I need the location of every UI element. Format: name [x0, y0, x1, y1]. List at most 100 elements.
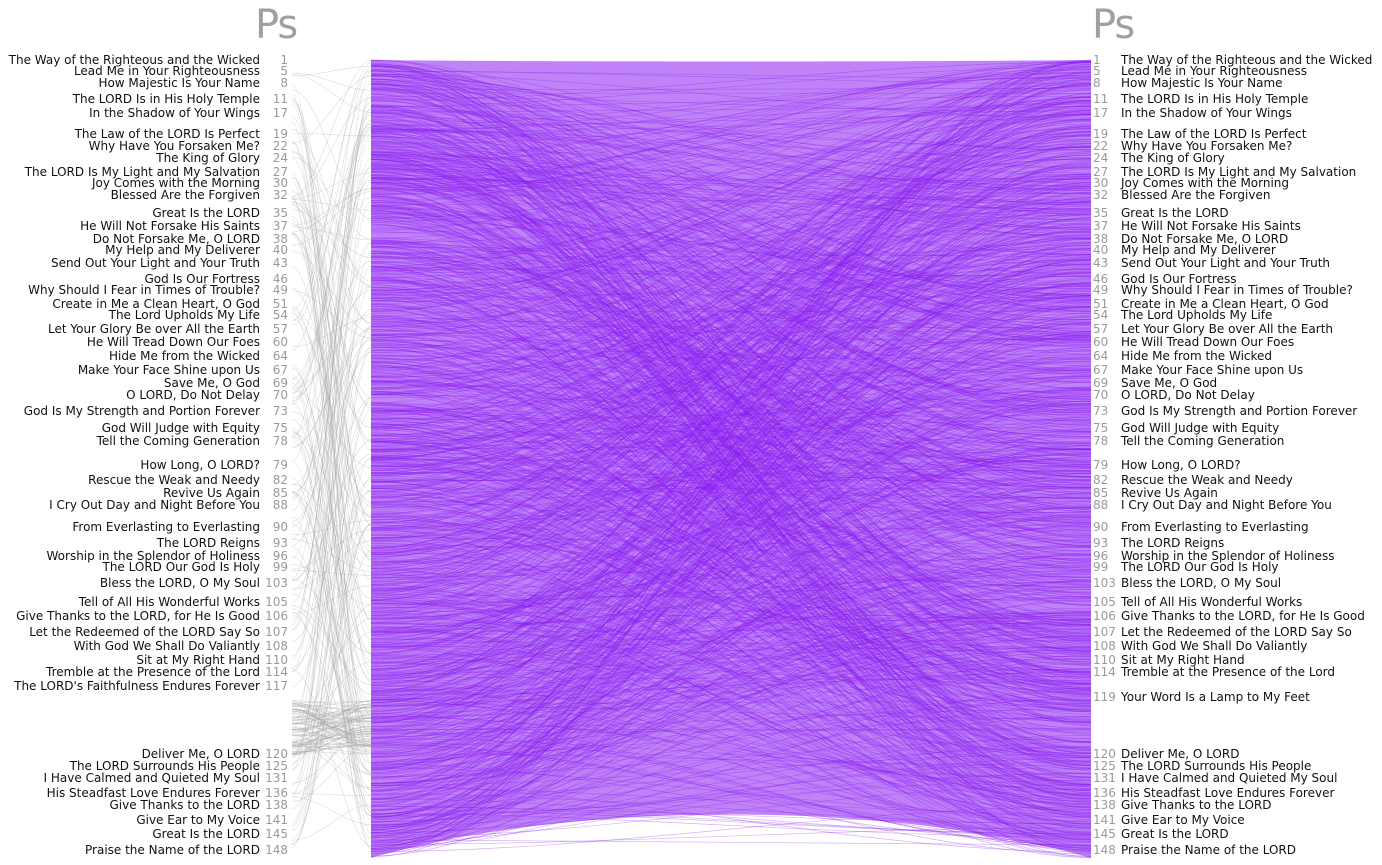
cross-reference-link	[370, 105, 1092, 272]
right-section-row[interactable]: 106 Give Thanks to the LORD, for He Is Go…	[1093, 609, 1382, 623]
right-section-row[interactable]: 8 How Majestic Is Your Name	[1093, 76, 1382, 90]
right-section-row[interactable]: 73 God Is My Strength and Portion Forever	[1093, 404, 1382, 418]
right-section-row[interactable]: 11 The LORD Is in His Holy Temple	[1093, 92, 1382, 106]
left-section-row[interactable]: I Cry Out Day and Night Before You 88	[0, 498, 290, 512]
right-section-row[interactable]: 108 With God We Shall Do Valiantly	[1093, 639, 1382, 653]
right-section-row[interactable]: 67 Make Your Face Shine upon Us	[1093, 363, 1382, 377]
right-section-row[interactable]: 82 Rescue the Weak and Needy	[1093, 473, 1382, 487]
left-section-row[interactable]: I Have Calmed and Quieted My Soul 131	[0, 771, 290, 785]
left-strip-link	[291, 539, 372, 572]
left-strip-link	[291, 733, 372, 747]
left-section-row[interactable]: The LORD Reigns 93	[0, 536, 290, 550]
left-strip-link	[291, 233, 372, 443]
cross-reference-link	[370, 182, 1092, 678]
right-section-row[interactable]: 40 My Help and My Deliverer	[1093, 243, 1382, 257]
right-section-row[interactable]: 35 Great Is the LORD	[1093, 206, 1382, 220]
left-section-row[interactable]: Make Your Face Shine upon Us 67	[0, 363, 290, 377]
right-section-row[interactable]: 88 I Cry Out Day and Night Before You	[1093, 498, 1382, 512]
right-section-row[interactable]: 49 Why Should I Fear in Times of Trouble?	[1093, 283, 1382, 297]
right-section-row[interactable]: 90 From Everlasting to Everlasting	[1093, 520, 1382, 534]
right-section-row[interactable]: 145 Great Is the LORD	[1093, 827, 1382, 841]
right-section-row[interactable]: 141 Give Ear to My Voice	[1093, 813, 1382, 827]
left-section-row[interactable]: Send Out Your Light and Your Truth 43	[0, 256, 290, 270]
left-section-row[interactable]: Give Thanks to the LORD 138	[0, 798, 290, 812]
left-section-row[interactable]: Tell of All His Wonderful Works 105	[0, 595, 290, 609]
right-section-row[interactable]: 131 I Have Calmed and Quieted My Soul	[1093, 771, 1382, 785]
cross-reference-link	[370, 79, 1092, 335]
left-section-row[interactable]: Let the Redeemed of the LORD Say So 107	[0, 625, 290, 639]
right-section-row[interactable]: 17 In the Shadow of Your Wings	[1093, 106, 1382, 120]
left-section-row[interactable]: The LORD's Faithfulness Endures Forever 1…	[0, 679, 290, 693]
cross-reference-link	[370, 380, 1092, 468]
left-section-row[interactable]: My Help and My Deliverer 40	[0, 243, 290, 257]
right-section-row[interactable]: 60 He Will Tread Down Our Foes	[1093, 335, 1382, 349]
right-section-row[interactable]: 138 Give Thanks to the LORD	[1093, 798, 1382, 812]
cross-reference-link	[370, 658, 1092, 707]
chapter-number: 24	[1093, 151, 1109, 165]
cross-reference-link	[370, 361, 1092, 797]
right-section-row[interactable]: 107 Let the Redeemed of the LORD Say So	[1093, 625, 1382, 639]
right-section-row[interactable]: 78 Tell the Coming Generation	[1093, 434, 1382, 448]
cross-reference-link	[370, 137, 1092, 645]
right-section-row[interactable]: 54 The Lord Upholds My Life	[1093, 308, 1382, 322]
left-section-row[interactable]: The King of Glory 24	[0, 151, 290, 165]
section-title: How Majestic Is Your Name	[98, 76, 260, 90]
left-section-row[interactable]: Blessed Are the Forgiven 32	[0, 188, 290, 202]
left-section-row[interactable]: Tremble at the Presence of the Lord 114	[0, 665, 290, 679]
left-section-row[interactable]: How Long, O LORD? 79	[0, 458, 290, 472]
right-section-row[interactable]: 103 Bless the LORD, O My Soul	[1093, 576, 1382, 590]
right-section-row[interactable]: 105 Tell of All His Wonderful Works	[1093, 595, 1382, 609]
right-section-row[interactable]: 119 Your Word Is a Lamp to My Feet	[1093, 690, 1382, 704]
left-section-row[interactable]: The LORD Is in His Holy Temple 11	[0, 92, 290, 106]
chapter-number: 131	[1093, 771, 1116, 785]
right-section-row[interactable]: 37 He Will Not Forsake His Saints	[1093, 219, 1382, 233]
right-section-row[interactable]: 99 The LORD Our God Is Holy	[1093, 560, 1382, 574]
left-section-row[interactable]: He Will Not Forsake His Saints 37	[0, 219, 290, 233]
right-section-row[interactable]: 114 Tremble at the Presence of the Lord	[1093, 665, 1382, 679]
chapter-number: 90	[272, 520, 288, 534]
cross-reference-link	[370, 738, 1092, 770]
left-section-row[interactable]: The LORD Our God Is Holy 99	[0, 560, 290, 574]
left-section-row[interactable]: Why Should I Fear in Times of Trouble? 49	[0, 283, 290, 297]
cross-reference-link	[370, 652, 1092, 720]
cross-reference-link	[370, 672, 1092, 705]
right-section-row[interactable]: 64 Hide Me from the Wicked	[1093, 349, 1382, 363]
right-section-row[interactable]: 93 The LORD Reigns	[1093, 536, 1382, 550]
left-section-row[interactable]: From Everlasting to Everlasting 90	[0, 520, 290, 534]
right-section-row[interactable]: 32 Blessed Are the Forgiven	[1093, 188, 1382, 202]
right-section-row[interactable]: 148 Praise the Name of the LORD	[1093, 843, 1382, 857]
right-section-row[interactable]: 43 Send Out Your Light and Your Truth	[1093, 256, 1382, 270]
left-section-row[interactable]: With God We Shall Do Valiantly 108	[0, 639, 290, 653]
cross-reference-link	[370, 342, 1092, 586]
right-section-row[interactable]: 24 The King of Glory	[1093, 151, 1382, 165]
left-section-row[interactable]: Hide Me from the Wicked 64	[0, 349, 290, 363]
cross-reference-link	[370, 521, 1092, 573]
right-section-row[interactable]: 79 How Long, O LORD?	[1093, 458, 1382, 472]
left-section-row[interactable]: He Will Tread Down Our Foes 60	[0, 335, 290, 349]
cross-reference-link	[370, 545, 1092, 828]
left-section-row[interactable]: Bless the LORD, O My Soul 103	[0, 576, 290, 590]
left-section-row[interactable]: Great Is the LORD 35	[0, 206, 290, 220]
left-section-row[interactable]: Give Thanks to the LORD, for He Is Good 1…	[0, 609, 290, 623]
left-section-row[interactable]: Let Your Glory Be over All the Earth 57	[0, 322, 290, 336]
right-section-row[interactable]: 57 Let Your Glory Be over All the Earth	[1093, 322, 1382, 336]
left-strip-link	[291, 493, 372, 809]
left-section-row[interactable]: Rescue the Weak and Needy 82	[0, 473, 290, 487]
left-strip-link	[291, 705, 372, 755]
cross-reference-link	[370, 402, 1092, 796]
left-section-row[interactable]: Great Is the LORD 145	[0, 827, 290, 841]
left-section-row[interactable]: Tell the Coming Generation 78	[0, 434, 290, 448]
right-section-row[interactable]: 70 O LORD, Do Not Delay	[1093, 388, 1382, 402]
left-section-row[interactable]: Give Ear to My Voice 141	[0, 813, 290, 827]
left-strip-link	[291, 714, 372, 752]
right-section-row[interactable]: 75 God Will Judge with Equity	[1093, 421, 1382, 435]
left-section-row[interactable]: In the Shadow of Your Wings 17	[0, 106, 290, 120]
left-section-row[interactable]: O LORD, Do Not Delay 70	[0, 388, 290, 402]
left-section-row[interactable]: God Will Judge with Equity 75	[0, 421, 290, 435]
left-section-row[interactable]: How Majestic Is Your Name 8	[0, 76, 290, 90]
left-strip-link	[291, 436, 372, 748]
left-section-row[interactable]: Praise the Name of the LORD 148	[0, 843, 290, 857]
left-section-row[interactable]: God Is My Strength and Portion Forever 73	[0, 404, 290, 418]
left-section-row[interactable]: The Lord Upholds My Life 54	[0, 308, 290, 322]
left-strip-link	[291, 327, 372, 449]
